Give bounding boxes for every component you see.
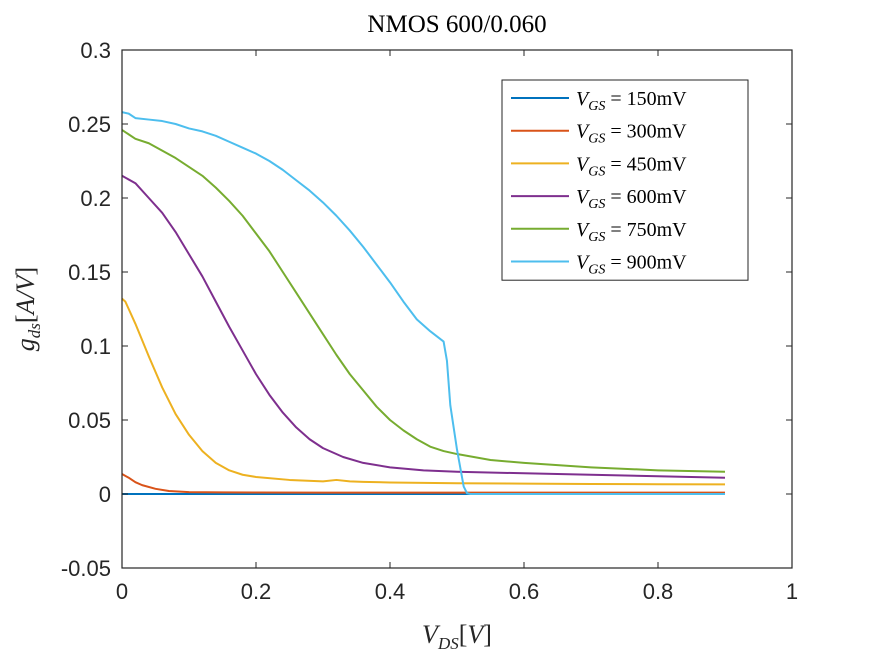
legend-entry-4: VGS = 600mV	[576, 186, 687, 212]
series-line-5	[121, 129, 726, 473]
x-axis-label: VDS[V]	[422, 620, 492, 653]
x-tick-label: 0.6	[509, 579, 540, 604]
y-axis-label: gds[A/V]	[11, 267, 44, 351]
legend-entry-5: VGS = 750mV	[576, 219, 687, 245]
legend-entry-2: VGS = 300mV	[576, 121, 687, 147]
series-line-3	[121, 297, 726, 486]
x-tick-label: 0	[116, 579, 128, 604]
x-tick-label: 0.4	[375, 579, 406, 604]
y-tick-label: 0.1	[80, 334, 111, 359]
x-tick-label: 0.8	[643, 579, 674, 604]
axes-box	[121, 49, 793, 569]
y-tick-label: 0.25	[68, 112, 111, 137]
y-tick-label: -0.05	[61, 556, 111, 581]
series-layer	[121, 111, 726, 495]
series-line-6	[121, 111, 725, 495]
legend-entry-6: VGS = 900mV	[576, 252, 687, 278]
legend: VGS = 150mV VGS = 300mV VGS = 450mV VGS = 6…	[501, 79, 749, 281]
series-line-4	[121, 174, 726, 479]
y-tick-label: 0.2	[80, 186, 111, 211]
x-tick-label: 0.2	[241, 579, 272, 604]
y-tick-label: 0.3	[80, 38, 111, 63]
legend-box	[501, 79, 749, 281]
ticks-layer: 0 0.2 0.4 0.6 0.8 1-0.0500.050.10.150.20.250.…	[61, 38, 798, 604]
legend-entry-3: VGS = 450mV	[576, 153, 687, 179]
series-line-2	[121, 473, 725, 494]
y-tick-label: 0.05	[68, 408, 111, 433]
y-tick-label: 0.15	[68, 260, 111, 285]
y-tick-label: 0	[99, 482, 111, 507]
chart-title: NMOS 600/0.060	[367, 11, 546, 38]
axes-layer	[121, 49, 793, 569]
legend-entry-1: VGS = 150mV	[576, 88, 687, 114]
x-tick-label: 1	[786, 579, 798, 604]
